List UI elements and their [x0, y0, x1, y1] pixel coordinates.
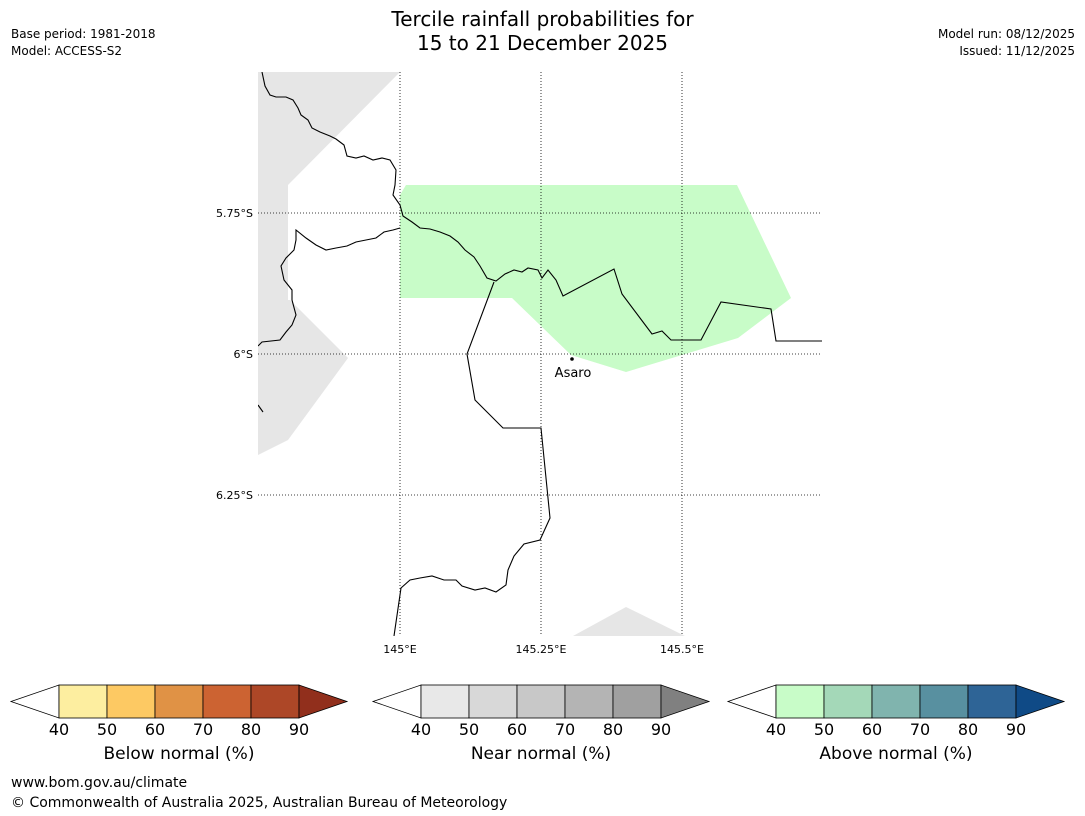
- map-area: Asaro: [258, 72, 822, 636]
- near-normal-colorbar-segment: [420, 684, 470, 719]
- issued-text: Issued: 11/12/2025: [959, 44, 1075, 58]
- below-normal-colorbar-segment: [106, 684, 156, 719]
- near-normal-colorbar-segment: [612, 684, 662, 719]
- below-normal-tick-label: 70: [193, 720, 213, 739]
- near-normal-colorbar-under: [371, 684, 422, 719]
- above-normal-colorbar-segment: [823, 684, 873, 719]
- near-normal-colorbar-segment: [564, 684, 614, 719]
- below-normal-colorbar-segment: [202, 684, 252, 719]
- footer-url: www.bom.gov.au/climate: [11, 775, 188, 791]
- above-normal-label: Above normal (%): [819, 744, 973, 764]
- near-normal-colorbar-over: [660, 684, 711, 719]
- graticule: [258, 72, 822, 636]
- near-normal-colorbar-segment: [516, 684, 566, 719]
- above-normal-tick-label: 70: [910, 720, 930, 739]
- base-period-text: Base period: 1981-2018: [11, 27, 156, 41]
- above-normal-colorbar-segment: [967, 684, 1017, 719]
- colorbars: 40 50 60 70 80 90 40 50 60 70 80 90 40 50 60 70 80 90: [9, 684, 1066, 739]
- below-normal-colorbar-segment: [250, 684, 300, 719]
- above-normal-colorbar-under: [726, 684, 777, 719]
- below-normal-label: Below normal (%): [103, 744, 255, 764]
- near-normal-tick-label: 60: [507, 720, 527, 739]
- near-normal-tick-label: 70: [555, 720, 575, 739]
- no-data-region-west: [258, 300, 348, 455]
- near-normal-label: Near normal (%): [470, 744, 612, 764]
- lon-label-145e: 145°E: [383, 643, 416, 656]
- above-normal-tick-label: 40: [766, 720, 786, 739]
- above-normal-colorbar-segment: [775, 684, 825, 719]
- lon-label-145-5e: 145.5°E: [660, 643, 704, 656]
- near-normal-tick-label: 90: [651, 720, 671, 739]
- below-normal-colorbar-segment: [58, 684, 108, 719]
- above-normal-tick-label: 80: [958, 720, 978, 739]
- below-normal-tick-label: 60: [145, 720, 165, 739]
- map-title-line2: 15 to 21 December 2025: [416, 31, 668, 55]
- below-normal-tick-label: 50: [97, 720, 117, 739]
- below-normal-colorbar-under: [9, 684, 60, 719]
- above-normal-tick-label: 60: [862, 720, 882, 739]
- above-normal-colorbar-segment: [871, 684, 921, 719]
- lon-label-145-25e: 145.25°E: [516, 643, 567, 656]
- asaro-marker: [570, 357, 574, 361]
- province-border-line: [393, 281, 551, 636]
- coastline-border-line: [261, 72, 822, 342]
- west-border-line: [258, 227, 401, 347]
- below-normal-tick-label: 80: [241, 720, 261, 739]
- above-normal-colorbar-over: [1015, 684, 1066, 719]
- no-data-region-south: [573, 607, 685, 636]
- near-normal-colorbar-segment: [468, 684, 518, 719]
- model-text: Model: ACCESS-S2: [11, 44, 123, 58]
- above-normal-tick-label: 50: [814, 720, 834, 739]
- map-title-line1: Tercile rainfall probabilities for: [391, 7, 694, 31]
- near-normal-tick-label: 80: [603, 720, 623, 739]
- model-run-text: Model run: 08/12/2025: [937, 27, 1075, 41]
- above-normal-tick-label: 90: [1006, 720, 1026, 739]
- below-normal-tick-label: 90: [289, 720, 309, 739]
- west-edge-line: [258, 404, 264, 413]
- below-normal-colorbar-over: [298, 684, 349, 719]
- near-normal-tick-label: 40: [411, 720, 431, 739]
- lat-label-6-25s: 6.25°S: [216, 489, 253, 502]
- below-normal-tick-label: 40: [49, 720, 69, 739]
- lat-label-6s: 6°S: [234, 348, 253, 361]
- footer-copyright: © Commonwealth of Australia 2025, Austra…: [11, 795, 508, 811]
- above-normal-colorbar-segment: [919, 684, 969, 719]
- lat-label-5-75s: 5.75°S: [216, 207, 253, 220]
- asaro-label: Asaro: [555, 366, 592, 381]
- near-normal-tick-label: 50: [459, 720, 479, 739]
- no-data-region-northwest: [258, 72, 400, 300]
- below-normal-colorbar-segment: [154, 684, 204, 719]
